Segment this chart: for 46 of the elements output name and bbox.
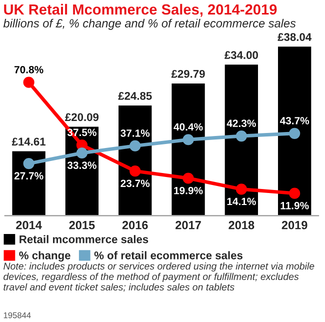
bar — [117, 104, 154, 216]
point — [182, 172, 194, 184]
data-label: £14.61 — [12, 138, 46, 146]
point — [182, 134, 194, 146]
data-label: 70.8% — [14, 66, 44, 74]
chart-title: UK Retail Mcommerce Sales, 2014-2019 — [4, 4, 277, 17]
data-label: 42.3% — [226, 120, 256, 128]
point — [76, 147, 88, 159]
bar — [170, 82, 206, 216]
legend-label: % change — [19, 251, 70, 262]
data-label: £34.00 — [224, 51, 258, 60]
point — [236, 184, 247, 195]
x-tick-label: 2017 — [176, 220, 201, 230]
legend-label: Retail mcommerce sales — [20, 235, 148, 244]
bar — [276, 45, 313, 216]
data-label: 37.1% — [120, 129, 150, 137]
data-label: £20.09 — [65, 113, 99, 122]
x-tick-label: 2016 — [122, 220, 148, 230]
data-label: 19.9% — [174, 186, 203, 194]
data-label: 40.4% — [174, 123, 203, 131]
legend-label: % of retail ecommerce sales — [94, 251, 242, 260]
point — [289, 188, 300, 199]
data-label: 11.9% — [280, 202, 309, 210]
data-label: 27.7% — [14, 172, 44, 180]
data-label: £38.04 — [278, 33, 312, 41]
data-label: 14.1% — [227, 198, 256, 206]
x-tick-label: 2015 — [69, 220, 95, 230]
point — [130, 166, 141, 177]
bar — [10, 150, 47, 216]
point — [23, 158, 34, 170]
data-label: 23.7% — [120, 180, 150, 188]
x-tick-label: 2014 — [16, 220, 42, 230]
data-label: £24.85 — [118, 92, 152, 100]
x-tick-label: 2019 — [282, 220, 308, 230]
bar — [223, 63, 260, 216]
text: Note: includes products or services ordered using the internet via mobile devices, regardless of the method of payment or fulfillment; excludes travel and event ticket sales; includes sales on tablets — [4, 262, 314, 292]
data-label: 33.3% — [67, 162, 96, 169]
point — [289, 128, 300, 139]
chart-subtitle: billions of £, % change and % of retail ecommerce sales — [3, 18, 296, 30]
data-label: £29.79 — [171, 70, 205, 78]
point — [23, 76, 34, 88]
point — [130, 140, 141, 152]
x-tick-label: 2018 — [228, 220, 254, 230]
data-label: 43.7% — [280, 117, 310, 124]
text: 195844 — [4, 312, 31, 318]
point — [236, 130, 247, 142]
